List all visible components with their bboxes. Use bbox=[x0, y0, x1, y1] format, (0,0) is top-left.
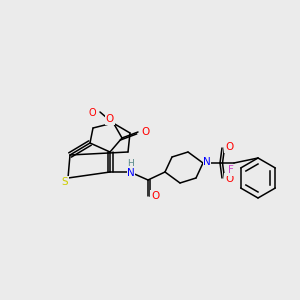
Text: O: O bbox=[225, 142, 233, 152]
Text: F: F bbox=[228, 165, 234, 175]
Text: S: S bbox=[62, 177, 68, 187]
Text: N: N bbox=[127, 168, 135, 178]
Text: O: O bbox=[106, 114, 114, 124]
Text: O: O bbox=[151, 191, 159, 201]
Text: O: O bbox=[225, 174, 233, 184]
Text: H: H bbox=[128, 160, 134, 169]
Text: O: O bbox=[88, 108, 96, 118]
Text: O: O bbox=[141, 127, 149, 137]
Text: N: N bbox=[203, 157, 211, 167]
